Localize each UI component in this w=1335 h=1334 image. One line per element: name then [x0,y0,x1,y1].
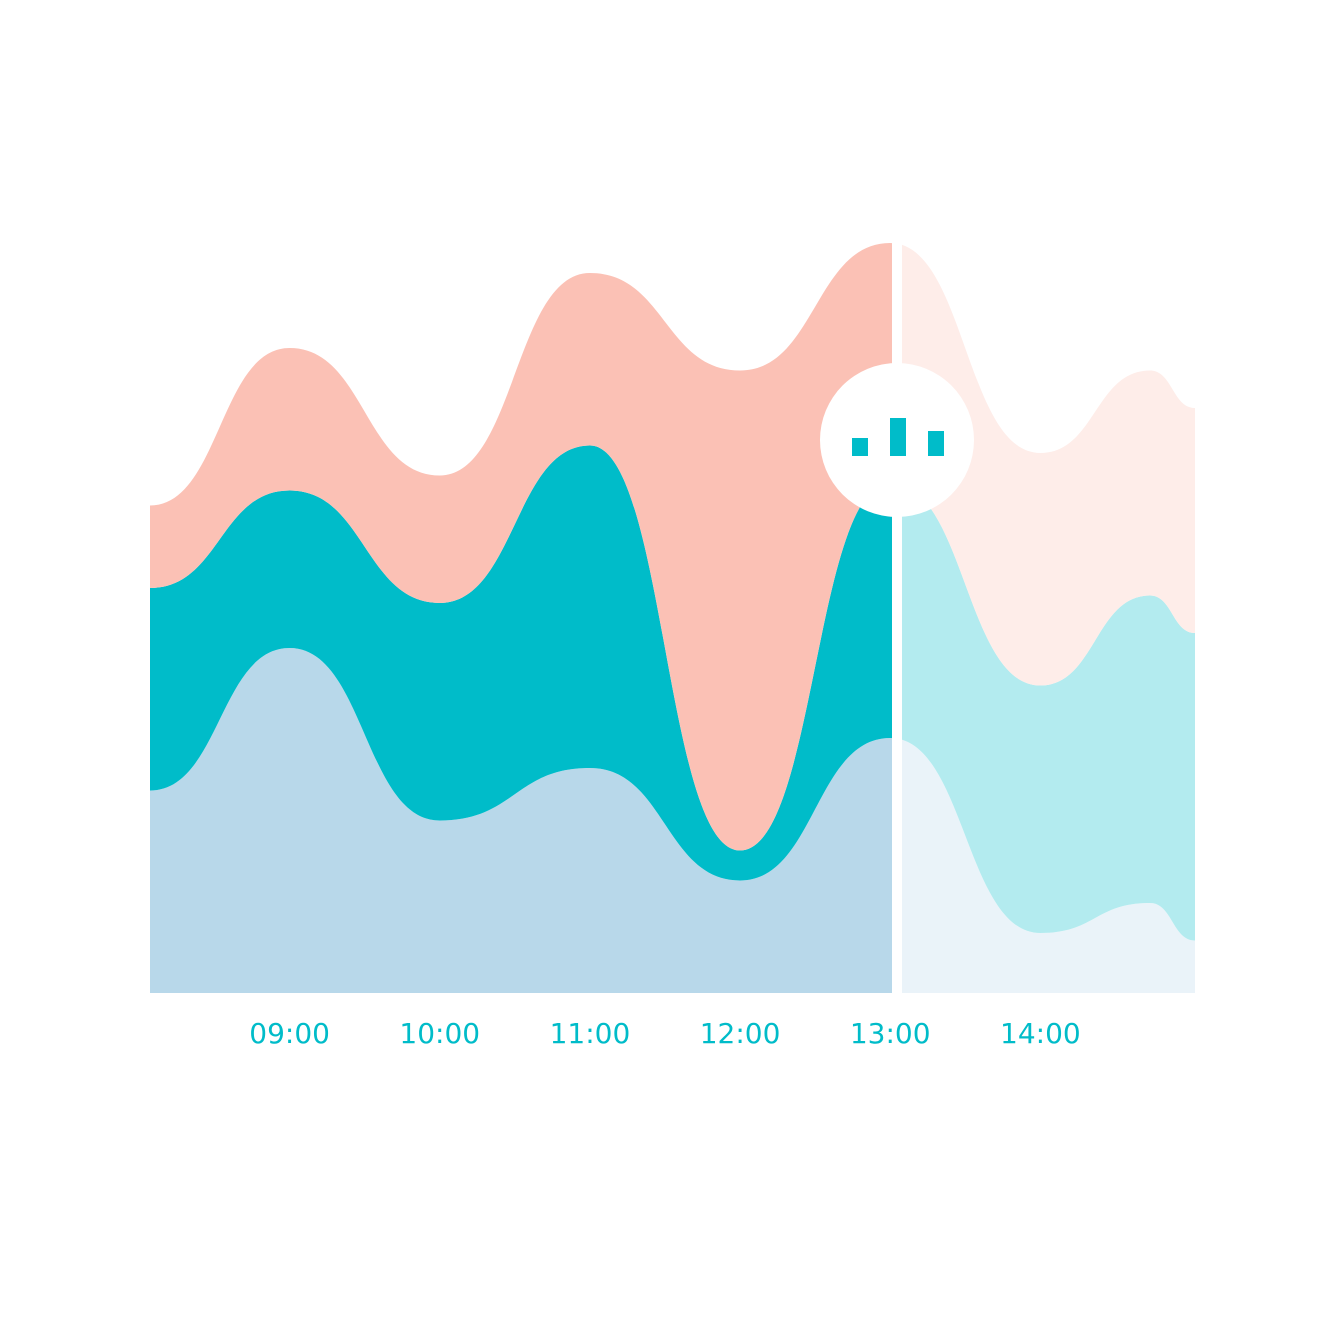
time-cursor [892,240,902,995]
x-tick-label: 14:00 [1000,1017,1081,1050]
handle-icon [928,431,944,456]
x-tick-label: 09:00 [249,1017,330,1050]
x-tick-label: 10:00 [399,1017,480,1050]
x-axis: 09:00 10:00 11:00 12:00 13:00 14:00 [249,1017,1080,1050]
handle-icon [852,438,868,456]
x-tick-label: 12:00 [700,1017,781,1050]
x-tick-label: 11:00 [550,1017,631,1050]
x-tick-label: 13:00 [850,1017,931,1050]
future-fade [902,200,1202,1000]
handle-icon [890,418,906,456]
